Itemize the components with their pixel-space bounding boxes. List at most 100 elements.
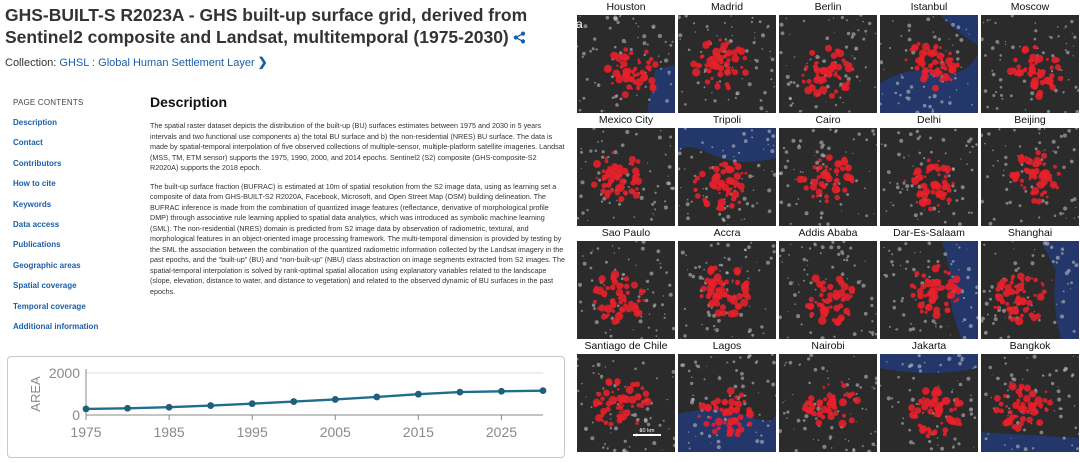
toc-item-spatial-coverage[interactable]: Spatial coverage: [13, 281, 77, 291]
city-name: Lagos: [712, 340, 742, 352]
city-map-image: [678, 15, 776, 113]
city-panel: Bangkok: [981, 339, 1079, 452]
city-panel: Shanghai: [981, 226, 1079, 339]
collection-link[interactable]: GHSL : Global Human Settlement Layer: [59, 57, 255, 69]
city-map-image: [678, 128, 776, 226]
chevron-right-icon[interactable]: ❯: [257, 55, 268, 69]
city-panel: Addis Ababa: [779, 226, 877, 339]
city-map-image: [577, 128, 675, 226]
description-paragraph: The built-up surface fraction (BUFRAC) i…: [150, 181, 565, 296]
area-data-point: [165, 403, 173, 411]
city-map-image: [779, 15, 877, 113]
city-panel: Moscow: [981, 0, 1079, 113]
x-tick-label: 2015: [403, 424, 434, 440]
city-map-image: [678, 241, 776, 339]
city-panel: Nairobi: [779, 339, 877, 452]
y-tick-label: 2000: [49, 365, 80, 381]
city-panel: Delhi: [880, 113, 978, 226]
city-name: Madrid: [710, 1, 744, 13]
area-data-point: [207, 402, 215, 409]
city-panel: Santiago de Chile: [577, 339, 675, 452]
toc-item-data-access[interactable]: Data access: [13, 219, 60, 229]
area-data-point: [248, 400, 256, 408]
city-map-image: [981, 128, 1079, 226]
x-tick-label: 2025: [486, 424, 517, 440]
toc-item-description[interactable]: Description: [13, 118, 58, 127]
area-data-point: [124, 404, 131, 412]
toc-item-contributors[interactable]: Contributors: [13, 158, 62, 168]
panel-letter: a: [576, 17, 583, 31]
x-tick-label: 1975: [70, 424, 101, 440]
city-panel: Cairo: [779, 113, 877, 226]
city-map-image: [880, 354, 978, 452]
area-data-point: [539, 387, 547, 395]
scale-bar-label: 10 km: [639, 428, 655, 434]
city-name: Tripoli: [712, 114, 742, 126]
area-data-point: [498, 387, 505, 395]
x-tick-label: 1995: [237, 424, 268, 440]
toc-item-how-to-cite[interactable]: How to cite: [13, 179, 56, 189]
collection-line: Collection: GHSL : Global Human Settleme…: [5, 55, 268, 69]
description-section: Description The spatial raster dataset d…: [150, 94, 566, 305]
scale-bar-line: [633, 434, 661, 436]
city-panel: Mexico City: [577, 113, 675, 226]
area-data-point: [373, 393, 381, 401]
collection-label: Collection:: [5, 57, 57, 69]
city-map-image: [981, 241, 1079, 339]
area-data-point: [290, 398, 298, 405]
city-name: Nairobi: [811, 340, 845, 352]
city-panel: Jakarta: [880, 339, 978, 452]
city-map-image: [981, 354, 1079, 452]
city-name: Berlin: [814, 1, 842, 13]
city-panel: Tripoli: [678, 113, 776, 226]
city-maps-grid: Houston Madrid Berlin Istanbul Moscow Mexico …: [577, 0, 1079, 459]
city-name: Cairo: [815, 114, 841, 126]
toc-item-contact[interactable]: Contact: [13, 138, 43, 148]
area-series-line: [85, 389, 544, 411]
description-paragraph: The spatial raster dataset depicts the d…: [150, 121, 565, 172]
city-panel: Istanbul: [880, 0, 978, 113]
x-tick-label: 1985: [154, 424, 185, 440]
city-name: Istanbul: [910, 1, 948, 13]
city-name: Mexico City: [598, 114, 654, 126]
city-name: Houston: [606, 1, 646, 13]
city-panel: Houston: [577, 0, 675, 113]
city-map-image: [577, 354, 675, 452]
page-title: GHS-BUILT-S R2023A - GHS built-up surfac…: [5, 4, 571, 49]
city-panel: Berlin: [779, 0, 877, 113]
city-name: Sao Paulo: [601, 227, 651, 239]
y-axis-label: AREA: [28, 376, 43, 412]
city-name: Dar-Es-Salaam: [893, 227, 965, 239]
city-panel: Accra: [678, 226, 776, 339]
city-map-image: [678, 354, 776, 452]
city-map-image: [577, 241, 675, 339]
toc-item-temporal-coverage[interactable]: Temporal coverage: [13, 301, 86, 311]
share-icon[interactable]: [513, 27, 526, 49]
area-chart: 0 2000 1975 1985 1995 2005 2015 2025 AREA: [28, 365, 547, 440]
area-data-point: [414, 390, 422, 398]
city-map-image: [779, 354, 877, 452]
toc-item-publications[interactable]: Publications: [13, 240, 61, 250]
area-data-point: [82, 405, 90, 413]
toc-item-additional-information[interactable]: Additional information: [13, 321, 99, 331]
city-map-image: [880, 15, 978, 113]
x-tick-label: 2005: [320, 424, 351, 440]
area-chart-panel: 0 2000 1975 1985 1995 2005 2015 2025 AREA: [7, 356, 565, 458]
city-map-image: [779, 241, 877, 339]
city-name: Delhi: [917, 114, 941, 126]
city-map-image: [880, 128, 978, 226]
city-name: Moscow: [1010, 1, 1050, 13]
page-contents-heading: PAGE CONTENTS: [13, 98, 84, 107]
toc-item-geographic-areas[interactable]: Geographic areas: [13, 260, 81, 270]
city-map-image: [779, 128, 877, 226]
area-data-point: [456, 388, 464, 396]
city-map-image: [880, 241, 978, 339]
city-panel: Dar-Es-Salaam: [880, 226, 978, 339]
toc-item-keywords[interactable]: Keywords: [13, 199, 52, 209]
page-title-text: GHS-BUILT-S R2023A - GHS built-up surfac…: [5, 5, 528, 47]
city-panel: Beijing: [981, 113, 1079, 226]
city-panel: Lagos: [678, 339, 776, 452]
city-name: Addis Ababa: [798, 227, 858, 239]
city-panel: Madrid: [678, 0, 776, 113]
dataset-page: GHS-BUILT-S R2023A - GHS built-up surfac…: [5, 4, 571, 458]
